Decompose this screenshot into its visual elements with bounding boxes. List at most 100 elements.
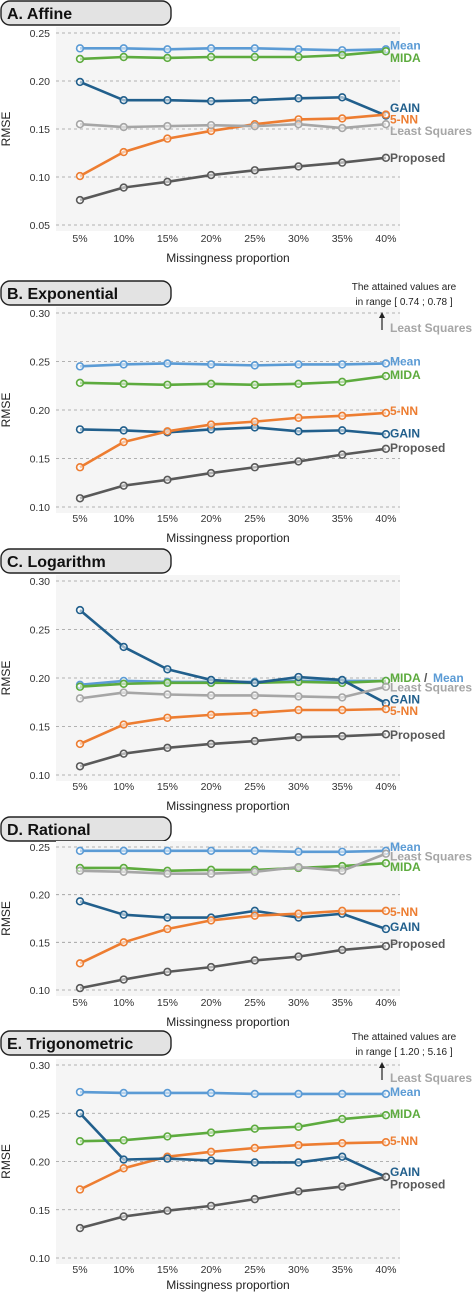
y-tick-label: 0.20 — [30, 76, 51, 88]
series-label-5-nn: 5-NN — [390, 905, 418, 919]
annotation-arrowhead — [379, 1062, 385, 1068]
y-tick-label: 0.20 — [30, 405, 51, 417]
data-point — [381, 47, 391, 56]
data-point — [75, 959, 85, 968]
x-tick-label: 15% — [157, 1264, 178, 1276]
data-point — [206, 1147, 216, 1157]
series-label-mida: MIDA — [390, 671, 421, 685]
data-point — [294, 847, 303, 856]
data-point — [163, 95, 172, 105]
x-tick-label: 25% — [244, 1264, 265, 1276]
plot-area — [56, 307, 400, 513]
data-point — [250, 44, 260, 53]
data-point — [381, 924, 391, 934]
data-point — [294, 1140, 303, 1150]
panel-title: C. Logarithm — [7, 554, 106, 571]
y-tick-label: 0.25 — [30, 1108, 51, 1120]
x-tick-label: 5% — [72, 233, 87, 245]
data-point — [163, 1206, 172, 1215]
data-point — [338, 426, 347, 435]
series-mida — [75, 371, 391, 389]
data-point — [338, 675, 347, 685]
data-point — [163, 45, 172, 54]
data-point — [75, 119, 85, 129]
series-line-mida — [79, 1113, 387, 1143]
y-tick-label: 0.25 — [30, 28, 51, 40]
data-point — [75, 494, 85, 503]
series-label-gain: GAIN — [390, 426, 420, 440]
series-line-gain — [79, 609, 387, 705]
panel-title-box — [0, 280, 172, 306]
x-tick-label: 30% — [288, 781, 309, 793]
data-point — [119, 1136, 128, 1145]
series-label-mida: MIDA — [390, 368, 421, 382]
y-axis-label: RMSE — [0, 661, 13, 696]
data-point — [75, 1109, 85, 1118]
data-point — [338, 731, 347, 741]
data-point — [206, 739, 216, 749]
data-point — [294, 379, 303, 389]
y-tick-label: 0.05 — [30, 220, 51, 232]
y-tick-label: 0.30 — [30, 576, 51, 588]
series-label-5-nn: 5-NN — [390, 112, 418, 126]
y-tick-label: 0.15 — [30, 454, 51, 466]
data-point — [163, 924, 172, 934]
data-point — [163, 380, 172, 389]
x-tick-label: 20% — [201, 233, 222, 245]
series-mida — [75, 47, 391, 64]
data-point — [381, 430, 391, 439]
data-point — [338, 1114, 347, 1124]
data-point — [119, 183, 128, 192]
x-tick-label: 5% — [72, 781, 87, 793]
x-tick-label: 10% — [113, 1264, 134, 1276]
data-point — [381, 730, 391, 739]
series-5-nn — [75, 704, 391, 749]
x-tick-label: 40% — [375, 513, 396, 525]
plot-area — [56, 575, 400, 781]
data-point — [206, 1156, 216, 1165]
x-tick-label: 5% — [72, 997, 87, 1009]
series-proposed — [75, 941, 391, 993]
x-tick-label: 10% — [113, 781, 134, 793]
series-proposed — [75, 444, 391, 503]
data-point — [250, 1124, 260, 1133]
series-gain — [75, 77, 391, 120]
data-point — [206, 468, 216, 478]
data-point — [206, 420, 216, 429]
data-point — [294, 705, 303, 715]
data-point — [294, 162, 303, 171]
data-point — [163, 359, 172, 368]
data-point — [381, 682, 391, 691]
data-point — [163, 121, 172, 131]
data-point — [338, 847, 347, 856]
data-point — [119, 846, 128, 856]
series-label-proposed: Proposed — [390, 151, 445, 165]
data-point — [294, 909, 303, 918]
chart-panel-a-affine: A. Affine 0.05 0.10 0.15 0.20 0.25 RMSE 5% 10% 15… — [0, 0, 472, 265]
series-line-least-squares — [79, 852, 387, 875]
panel-title: D. Rational — [7, 822, 91, 839]
data-point — [119, 642, 128, 652]
data-point — [338, 123, 347, 133]
y-tick-label: 0.25 — [30, 625, 51, 637]
series-label-proposed: Proposed — [390, 441, 445, 455]
data-point — [381, 444, 391, 453]
data-point — [119, 1164, 128, 1173]
panel-title: A. Affine — [7, 6, 72, 23]
series-label-mida: MIDA — [390, 860, 421, 874]
chart-panel-c-logarithm: C. Logarithm 0.10 0.15 0.20 0.25 0.30 RMSE 5% 10… — [0, 548, 472, 813]
data-point — [119, 720, 128, 729]
data-point — [250, 736, 260, 746]
data-point — [206, 710, 216, 720]
data-point — [163, 713, 172, 722]
x-tick-label: 15% — [157, 781, 178, 793]
x-tick-label: 20% — [201, 997, 222, 1009]
data-point — [294, 94, 303, 103]
x-tick-label: 20% — [201, 781, 222, 793]
series-line-gain — [79, 900, 387, 931]
y-tick-label: 0.20 — [30, 673, 51, 685]
data-point — [163, 1132, 172, 1141]
x-tick-label: 40% — [375, 781, 396, 793]
series-proposed — [75, 730, 391, 771]
data-point — [338, 411, 347, 421]
